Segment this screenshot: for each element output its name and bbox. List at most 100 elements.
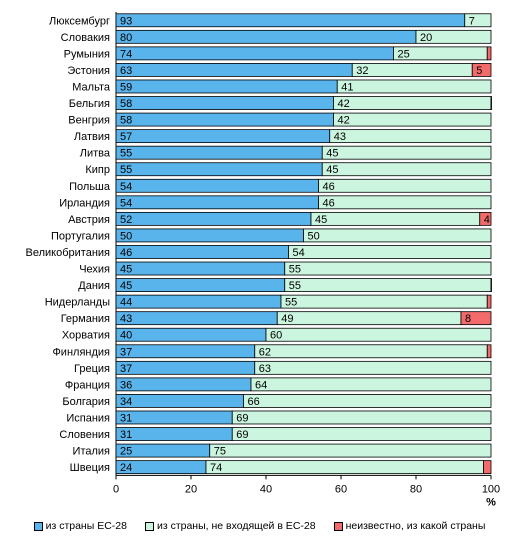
bar-segment xyxy=(231,410,492,425)
category-label: Польша xyxy=(69,181,111,193)
category-label: Дания xyxy=(78,280,110,292)
legend-swatch-eu28 xyxy=(33,521,43,531)
legend-item-eu28: из страны ЕС-28 xyxy=(33,518,127,534)
category-label: Кипр xyxy=(85,164,110,176)
category-label: Франция xyxy=(65,379,110,391)
bar-segment xyxy=(209,443,492,458)
bar-segment xyxy=(254,344,488,359)
data-label: 80 xyxy=(120,32,132,44)
bar-segment xyxy=(486,344,492,359)
bar-segment xyxy=(115,261,286,276)
data-label: 69 xyxy=(236,429,248,441)
data-label: 31 xyxy=(120,429,132,441)
legend-swatch-non-eu xyxy=(144,521,154,531)
category-label: Бельгия xyxy=(69,98,110,110)
category-label: Швеция xyxy=(70,462,110,474)
bar-segment xyxy=(115,311,278,326)
bar-segment xyxy=(303,228,492,243)
category-label: Словения xyxy=(59,429,110,441)
bar-segment xyxy=(288,245,492,259)
bar-segment xyxy=(115,129,331,144)
bar-segment xyxy=(115,427,233,441)
bar-segment xyxy=(333,112,492,127)
data-label: 55 xyxy=(289,280,301,292)
bar-segment xyxy=(276,311,462,326)
bar-segment xyxy=(115,13,466,28)
bar-segment xyxy=(115,394,244,408)
bar-segment xyxy=(329,129,492,144)
category-label: Мальта xyxy=(72,81,111,93)
legend-label-non-eu: из страны, не входящей в ЕС-28 xyxy=(156,520,316,532)
data-label: 59 xyxy=(120,81,132,93)
category-label: Германия xyxy=(61,313,110,325)
data-label: 45 xyxy=(326,148,338,160)
x-tick-label: 20 xyxy=(185,483,197,495)
bar-segment xyxy=(115,211,312,226)
data-label: 45 xyxy=(315,214,327,226)
data-label: 25 xyxy=(120,446,132,458)
data-label: 69 xyxy=(236,412,248,424)
bar-segment xyxy=(479,211,492,226)
bar-segment xyxy=(284,278,492,292)
bar-segment xyxy=(464,13,492,28)
bar-segment xyxy=(415,29,492,44)
bar-segment xyxy=(115,46,394,61)
bar-segment xyxy=(265,327,492,342)
category-label: Румыния xyxy=(64,48,110,60)
x-tick-label: 40 xyxy=(260,483,272,495)
bar-segment xyxy=(115,79,338,94)
data-label: 75 xyxy=(214,446,226,458)
data-label: 62 xyxy=(259,346,271,358)
x-unit-label: % xyxy=(486,496,496,508)
data-label: 64 xyxy=(255,379,267,391)
data-label: 45 xyxy=(120,280,132,292)
bar-segment xyxy=(115,377,252,392)
category-label: Хорватия xyxy=(62,330,110,342)
bar-segment xyxy=(321,162,492,177)
category-label: Великобритания xyxy=(26,247,111,259)
bar-segment xyxy=(243,394,492,408)
data-label: 37 xyxy=(120,346,132,358)
data-label: 20 xyxy=(420,32,432,44)
data-label: 93 xyxy=(120,15,132,27)
bar-segment xyxy=(115,145,323,160)
data-label: 46 xyxy=(120,247,132,259)
data-label: 41 xyxy=(341,81,353,93)
data-label: 54 xyxy=(293,247,305,259)
bar-segment xyxy=(333,96,492,110)
bar-segment xyxy=(280,294,488,309)
bar-segment xyxy=(115,63,353,77)
bar-segment xyxy=(318,178,492,193)
category-label: Финляндия xyxy=(52,346,110,358)
category-label: Ирландия xyxy=(59,197,110,209)
legend-label-eu28: из страны ЕС-28 xyxy=(45,520,127,532)
data-label: 5 xyxy=(476,65,482,77)
bar-segment xyxy=(115,360,256,375)
x-tick-label: 100 xyxy=(482,483,500,495)
data-label: 74 xyxy=(120,48,132,60)
category-label: Нидерланды xyxy=(45,297,110,309)
bar-segment xyxy=(486,294,492,309)
data-label: 40 xyxy=(120,330,132,342)
bar-segment xyxy=(115,278,286,292)
legend-swatch-unknown xyxy=(333,521,343,531)
x-tick-label: 80 xyxy=(410,483,422,495)
legend-item-non-eu: из страны, не входящей в ЕС-28 xyxy=(144,518,316,534)
bar-segment xyxy=(254,360,492,375)
bar-segment xyxy=(336,79,492,94)
data-label: 74 xyxy=(210,462,222,474)
data-label: 43 xyxy=(334,131,346,143)
category-label: Эстония xyxy=(67,65,110,77)
legend: из страны ЕС-28 из страны, не входящей в… xyxy=(0,518,519,534)
data-label: 55 xyxy=(285,297,297,309)
category-label: Болгария xyxy=(62,396,110,408)
category-label: Австрия xyxy=(68,214,110,226)
bar-segment xyxy=(310,211,481,226)
data-label: 42 xyxy=(338,115,350,127)
bar-segment xyxy=(115,327,267,342)
data-label: 46 xyxy=(323,181,335,193)
data-label: 58 xyxy=(120,115,132,127)
bar-segment xyxy=(115,29,417,44)
data-label: 44 xyxy=(120,297,132,309)
data-label: 4 xyxy=(484,214,490,226)
